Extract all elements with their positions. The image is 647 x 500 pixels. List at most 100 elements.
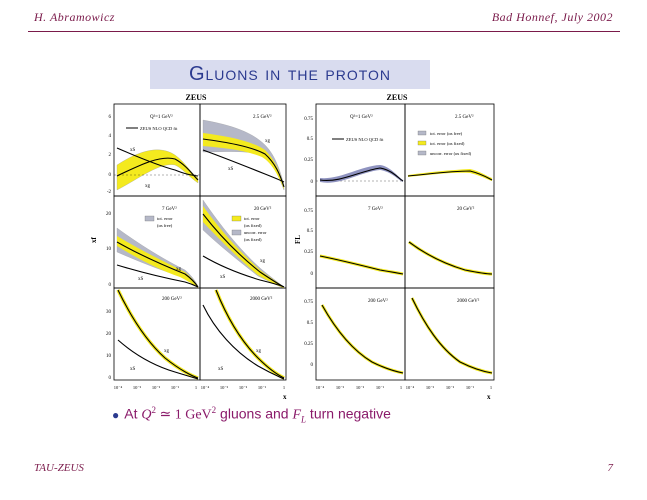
left-p6-gluon-curve <box>215 289 285 379</box>
right-p4-curve <box>408 241 493 275</box>
right-xtick: 10⁻¹ <box>376 385 385 390</box>
left-ytick: 10 <box>106 354 112 359</box>
right-p2-legend-2: tot. error (αs fixed) <box>430 141 465 146</box>
left-p3-legend-1: tot. error <box>157 216 173 221</box>
right-ytick: 0.75 <box>304 300 313 305</box>
header-author: H. Abramowicz <box>34 10 115 24</box>
left-ytick: 2 <box>109 153 112 158</box>
left-p5-label-xs: xS <box>130 367 136 372</box>
right-panel-frame <box>315 287 406 381</box>
left-p5-q2: 200 GeV² <box>162 296 182 302</box>
left-p1-label-xs: xS <box>130 148 136 153</box>
left-panel-frame <box>113 287 201 381</box>
right-ylabel: FL <box>294 235 302 244</box>
left-xtick: 10⁻⁴ <box>114 385 123 390</box>
right-p3-q2: 7 GeV² <box>368 206 383 212</box>
right-panel-frame <box>404 103 495 197</box>
left-xtick: 10⁻³ <box>220 385 229 390</box>
left-p3-label-xg: xg <box>176 267 182 272</box>
right-p2-legend-1: tot. error (αs free) <box>430 131 463 136</box>
right-xtick: 10⁻³ <box>426 385 435 390</box>
left-xlabel: x <box>283 393 287 401</box>
footer-left: TAU-ZEUS <box>34 462 84 474</box>
right-p1-legend: ZEUS NLO QCD fit <box>346 137 384 142</box>
left-p3-legend-2: (αs free) <box>157 223 173 228</box>
header-rule <box>28 31 620 32</box>
left-xtick: 10⁻³ <box>133 385 142 390</box>
left-p1-gluon-curve <box>116 157 199 181</box>
bullet-suffix: turn negative <box>306 405 391 422</box>
bullet-dot-icon: ● <box>112 407 120 422</box>
left-ytick: 0 <box>109 376 112 381</box>
right-figure: ZEUS Q²=1 GeV² ZEUS NLO QCD fit 2.5 GeV²… <box>294 93 495 401</box>
left-xtick: 10⁻² <box>152 385 161 390</box>
bullet-fl-sub: L <box>301 414 307 425</box>
left-p6-q2: 2000 GeV² <box>250 296 273 302</box>
left-ytick: -2 <box>107 190 112 195</box>
left-p6-label-xs: xS <box>218 367 224 372</box>
left-ytick: 10 <box>106 247 112 252</box>
bullet-q: Q <box>141 407 152 423</box>
right-p5-q2: 200 GeV² <box>368 298 388 304</box>
right-ytick: 0.75 <box>304 209 313 214</box>
left-p1-q2: Q²=1 GeV² <box>150 114 173 120</box>
left-p3-label-xs: xS <box>138 277 144 282</box>
left-p5-label-xg: xg <box>164 349 170 354</box>
left-p4-sea-curve <box>202 255 285 288</box>
left-p2-sea-curve <box>202 149 285 183</box>
right-ytick: 0.25 <box>304 342 313 347</box>
bullet-mid: gluons and <box>216 405 293 422</box>
left-p1-legend: ZEUS NLO QCD fit <box>140 126 178 131</box>
right-ytick: 0.5 <box>307 229 314 234</box>
left-p6-sea-curve <box>202 304 285 380</box>
right-p6-curve <box>411 297 493 374</box>
right-p1-curve <box>319 167 404 182</box>
right-ytick: 0.25 <box>304 250 313 255</box>
left-p2-gluon-curve <box>202 138 285 188</box>
right-xtick: 1 <box>490 385 492 390</box>
left-ytick: 20 <box>106 332 112 337</box>
left-p5-sea-curve <box>117 339 199 380</box>
right-p6-q2: 2000 GeV² <box>457 298 480 304</box>
right-panel-frame <box>404 287 495 381</box>
footer-page-number: 7 <box>607 462 614 474</box>
left-p6-label-xg: xg <box>256 349 262 354</box>
right-p2-q2: 2.5 GeV² <box>455 114 474 120</box>
left-p3-q2: 7 GeV² <box>162 206 177 212</box>
right-p2-band <box>408 169 492 181</box>
left-figure: ZEUS Q²=1 GeV² ZEUS NLO QCD fit xS xg 2.… <box>90 93 287 401</box>
right-ytick: 0 <box>311 363 314 368</box>
right-xtick: 10⁻³ <box>336 385 345 390</box>
left-p5-gluon-curve <box>117 289 199 379</box>
right-figure-experiment: ZEUS <box>387 93 408 102</box>
right-xtick: 10⁻² <box>356 385 365 390</box>
left-figure-experiment: ZEUS <box>186 93 207 102</box>
right-xlabel: x <box>487 393 491 401</box>
left-p4-legend-2: (αs fixed) <box>244 223 262 228</box>
right-p3-curve <box>319 255 404 275</box>
left-ylabel: xf <box>90 237 98 244</box>
left-p4-legend-3: uncorr. error <box>244 230 267 235</box>
left-ytick: 0 <box>109 173 112 178</box>
bullet-prefix: At <box>124 405 138 422</box>
right-xtick: 10⁻¹ <box>466 385 475 390</box>
left-p4-label-xs: xS <box>220 275 226 280</box>
left-ytick: 6 <box>109 115 112 120</box>
bullet-fl: F <box>292 407 302 423</box>
left-p1-label-xg: xg <box>145 184 151 189</box>
left-p2-label-xs: xS <box>228 167 234 172</box>
left-xtick: 1 <box>283 385 285 390</box>
left-p4-gluon-curve <box>202 213 285 288</box>
right-xtick: 10⁻² <box>446 385 455 390</box>
left-ytick: 0 <box>109 283 112 288</box>
right-ytick: 0.5 <box>307 321 314 326</box>
left-p4-label-xg: xg <box>260 259 266 264</box>
right-ytick: 0.5 <box>307 137 314 142</box>
left-ytick: 20 <box>106 212 112 217</box>
left-p2-gluon-band <box>203 133 284 189</box>
left-p4-legend-1: tot. error <box>244 216 260 221</box>
bullet-sup: 2 <box>151 405 157 415</box>
right-ytick: 0 <box>311 272 314 277</box>
right-xtick: 10⁻⁴ <box>316 385 325 390</box>
